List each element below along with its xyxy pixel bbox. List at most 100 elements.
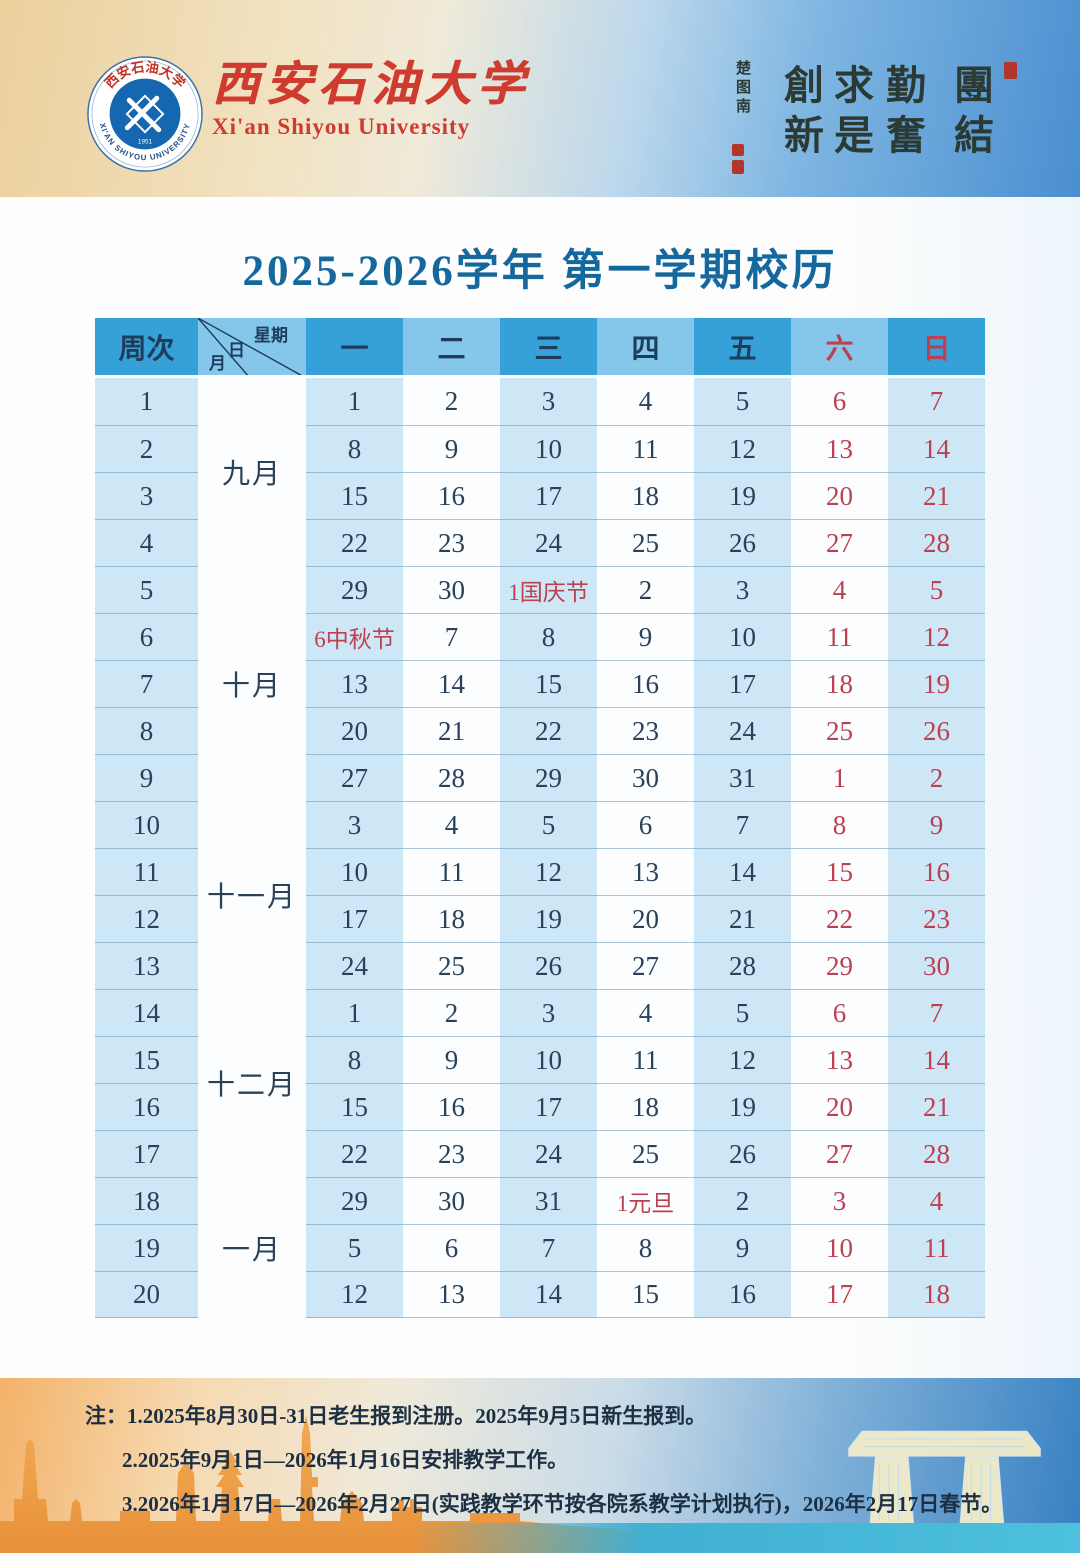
day-cell: 8: [500, 613, 597, 660]
day-cell: 18: [597, 1083, 694, 1130]
day-cell: 13: [791, 1036, 888, 1083]
day-header-一: 一: [306, 318, 403, 378]
day-cell: 10: [694, 613, 791, 660]
day-cell: 15: [306, 1083, 403, 1130]
day-cell: 29: [500, 754, 597, 801]
corner-diagonal-header: 星期日月: [198, 318, 306, 378]
week-number-cell: 5: [95, 566, 198, 613]
day-cell: 12: [694, 425, 791, 472]
derrick-x-emblem: [124, 94, 165, 134]
day-cell: 9: [888, 801, 985, 848]
day-cell: 27: [791, 519, 888, 566]
day-cell: 28: [888, 519, 985, 566]
note-line-3: 3.2026年1月17日—2026年2月27日(实践教学环节按各院系教学计划执行…: [122, 1492, 1003, 1516]
university-name-block: 西安石油大学 Xi'an Shiyou University: [212, 59, 530, 140]
day-cell: 9: [403, 1036, 500, 1083]
day-cell: 2: [888, 754, 985, 801]
day-cell: 3: [500, 378, 597, 425]
day-cell: 25: [791, 707, 888, 754]
day-cell: 9: [403, 425, 500, 472]
day-cell: 31: [694, 754, 791, 801]
day-cell: 19: [888, 660, 985, 707]
day-cell: 16: [888, 848, 985, 895]
day-cell: 3: [500, 989, 597, 1036]
day-cell: 13: [791, 425, 888, 472]
day-cell: 5: [694, 378, 791, 425]
day-cell: 19: [694, 472, 791, 519]
day-cell: 29: [791, 942, 888, 989]
motto-word: 創新: [778, 64, 823, 164]
day-cell: 1国庆节: [500, 566, 597, 613]
week-number-cell: 18: [95, 1177, 198, 1224]
day-cell: 18: [403, 895, 500, 942]
day-cell: 22: [500, 707, 597, 754]
day-cell: 26: [694, 519, 791, 566]
day-cell: 14: [403, 660, 500, 707]
day-cell: 24: [500, 519, 597, 566]
week-number-cell: 17: [95, 1130, 198, 1177]
day-cell: 12: [694, 1036, 791, 1083]
day-cell: 30: [888, 942, 985, 989]
day-cell: 7: [888, 989, 985, 1036]
day-cell: 16: [403, 1083, 500, 1130]
day-header-五: 五: [694, 318, 791, 378]
day-cell: 11: [597, 425, 694, 472]
day-cell: 12: [888, 613, 985, 660]
xian-skyline-silhouette: [0, 1415, 660, 1553]
day-cell: 13: [597, 848, 694, 895]
week-number-cell: 1: [95, 378, 198, 425]
day-cell: 1: [791, 754, 888, 801]
page-title: 2025-2026学年 第一学期校历: [242, 248, 838, 295]
day-cell: 13: [306, 660, 403, 707]
day-cell: 3: [791, 1177, 888, 1224]
day-cell: 11: [597, 1036, 694, 1083]
week-number-cell: 3: [95, 472, 198, 519]
day-cell: 24: [694, 707, 791, 754]
day-cell: 18: [597, 472, 694, 519]
top-banner: 西安石油大学 XI'AN SHIYOU UNIVERSITY 1951 西安石油…: [0, 0, 1080, 197]
day-cell: 14: [500, 1271, 597, 1318]
calligraphy-motto: 楚图南 團結 勤奮 求是 創新: [718, 52, 1023, 187]
day-cell: 19: [500, 895, 597, 942]
week-number-cell: 10: [95, 801, 198, 848]
day-cell: 5: [500, 801, 597, 848]
day-cell: 12: [306, 1271, 403, 1318]
day-cell: 27: [306, 754, 403, 801]
day-cell: 14: [694, 848, 791, 895]
month-cell: 一月: [198, 1177, 306, 1318]
week-number-cell: 20: [95, 1271, 198, 1318]
week-number-cell: 13: [95, 942, 198, 989]
day-cell: 27: [597, 942, 694, 989]
day-header-六: 六: [791, 318, 888, 378]
note-line-2: 2.2025年9月1日—2026年1月16日安排教学工作。: [122, 1448, 569, 1472]
week-number-cell: 14: [95, 989, 198, 1036]
day-cell: 26: [694, 1130, 791, 1177]
day-cell: 29: [306, 566, 403, 613]
weekday-label: 星期: [254, 326, 288, 345]
day-cell: 20: [791, 472, 888, 519]
motto-word: 勤奮: [880, 64, 925, 164]
day-cell: 2: [597, 566, 694, 613]
day-cell: 3: [694, 566, 791, 613]
week-number-cell: 19: [95, 1224, 198, 1271]
day-cell: 6中秋节: [306, 613, 403, 660]
day-cell: 19: [694, 1083, 791, 1130]
day-header-日: 日: [888, 318, 985, 378]
week-header: 周次: [95, 318, 198, 378]
day-cell: 6: [597, 801, 694, 848]
month-cell: 十一月: [198, 801, 306, 989]
day-cell: 27: [791, 1130, 888, 1177]
day-cell: 21: [694, 895, 791, 942]
week-number-cell: 2: [95, 425, 198, 472]
motto-word: 團結: [948, 64, 993, 164]
day-cell: 22: [306, 1130, 403, 1177]
seal-stamp-icon: [732, 144, 744, 156]
day-cell: 21: [888, 1083, 985, 1130]
day-cell: 7: [694, 801, 791, 848]
day-cell: 8: [306, 425, 403, 472]
day-cell: 23: [597, 707, 694, 754]
day-cell: 8: [597, 1224, 694, 1271]
day-cell: 6: [791, 378, 888, 425]
week-number-cell: 9: [95, 754, 198, 801]
